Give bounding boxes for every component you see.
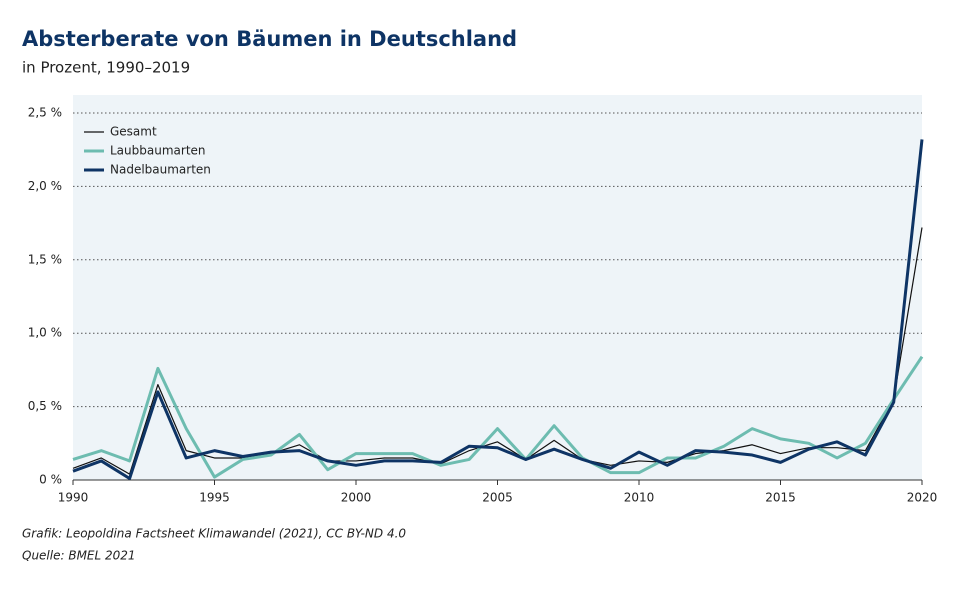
y-tick-label: 1,0 % — [28, 326, 62, 340]
x-tick-label: 1990 — [58, 491, 89, 505]
x-tick-label: 2000 — [341, 491, 372, 505]
legend-label: Nadelbaumarten — [110, 163, 211, 177]
y-tick-label: 2,0 % — [28, 179, 62, 193]
x-tick-label: 1995 — [199, 491, 230, 505]
series-line — [72, 355, 924, 479]
chart-title: Absterberate von Bäumen in Deutschland — [22, 27, 517, 51]
legend-label: Laubbaumarten — [110, 144, 206, 158]
legend-label: Gesamt — [110, 125, 157, 139]
y-tick-label: 0,5 % — [28, 399, 62, 413]
y-tick-label: 0 % — [39, 473, 62, 487]
x-tick-label: 2020 — [907, 491, 938, 505]
x-tick-label: 2005 — [482, 491, 513, 505]
footnote: Grafik: Leopoldina Factsheet Klimawandel… — [22, 527, 406, 541]
plot-area — [73, 95, 922, 480]
y-tick-label: 2,5 % — [28, 106, 62, 120]
x-tick-label: 2010 — [624, 491, 655, 505]
x-tick-label: 2015 — [765, 491, 796, 505]
series-line — [72, 227, 923, 475]
chart-subtitle: in Prozent, 1990–2019 — [22, 59, 190, 77]
series-line — [72, 139, 924, 481]
footnote: Quelle: BMEL 2021 — [22, 549, 136, 563]
y-tick-label: 1,5 % — [28, 252, 62, 266]
